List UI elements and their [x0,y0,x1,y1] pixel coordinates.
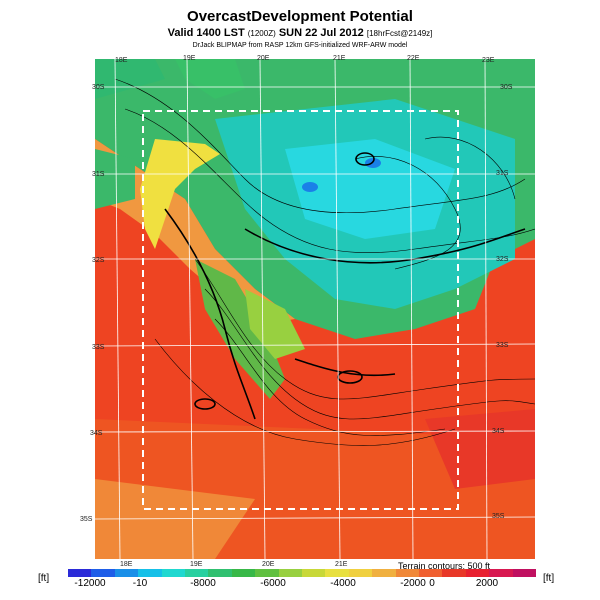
inner-domain-box [142,110,459,510]
map-title: OvercastDevelopment Potential [187,8,413,25]
lon-label-bottom: 19E [190,561,203,568]
colorbar-segment [325,569,350,577]
forecast-date: SUN 22 Jul 2012 [278,27,364,39]
blue-spot [365,158,381,168]
colorbar-label: -10 [132,578,148,589]
lon-label-top: 19E [183,55,196,62]
colorbar-segment [114,569,139,577]
lat-label-right: 31S [496,170,509,177]
lat-label-right: 34S [492,428,505,435]
valid-label: Valid 1400 LST [167,27,245,39]
lat-label-left: 33S [92,344,105,351]
colorbar-segment [465,569,490,577]
nw-green [95,59,165,99]
colorbar-segment [255,569,280,577]
colorbar-segment [185,569,209,577]
colorbar-label: -12000 [74,578,106,589]
coastal-green [95,149,135,209]
latlon-grid [95,59,535,559]
colorbar-segment [278,569,303,577]
cyan-region [285,139,455,239]
colorbar-label: -8000 [190,578,216,589]
lon-label-bottom: 21E [335,561,348,568]
lat-label-right: 30S [500,84,513,91]
colorbar-segment [138,569,163,577]
lon-label-bottom: 20E [262,561,275,568]
lat-label-left: 35S [80,516,93,523]
colorbar-segment [348,569,373,577]
lat-label-left: 34S [90,430,103,437]
colorbar-label: -6000 [260,578,286,589]
valid-time: Valid 1400 LST (1200Z) SUN 22 Jul 2012 [… [0,27,600,39]
green-ridge [195,259,285,399]
unit-right: [ft] [543,573,555,584]
lat-label-left: 32S [92,257,105,264]
colorbar-segment [208,569,233,577]
lon-label-top: 23E [482,57,495,64]
north-green [175,59,245,99]
colorbar-segment [419,569,443,577]
model-credit: DrJack BLIPMAP from RASP 12km GFS-initia… [192,42,408,49]
colorbar [68,569,537,577]
forecast-map [95,59,535,559]
colorbar-segment [68,569,92,577]
lon-label-bottom: 18E [120,561,133,568]
yellow-band [140,139,220,249]
heavy-contours [164,152,526,420]
colorbar-label: 0 [429,578,435,589]
lat-label-right: 35S [492,513,505,520]
colorbar-segment [512,569,537,577]
map-svg [95,59,535,559]
unit-left: [ft] [38,573,50,584]
lon-label-top: 22E [407,55,420,62]
southeast-red [425,409,535,489]
colorbar-segment [231,569,256,577]
colorbar-segment [395,569,420,577]
forecast-info: [18hrFcst@2149z] [366,29,433,38]
colorbar-label: -4000 [330,578,356,589]
colorbar-segment [372,569,397,577]
lon-label-top: 18E [115,57,128,64]
lat-label-left: 31S [92,171,105,178]
colorbar-segment [161,569,186,577]
colorbar-segment [442,569,467,577]
lon-label-top: 21E [333,55,346,62]
colorbar-segment [91,569,116,577]
colorbar-label: 2000 [475,578,499,589]
colorbar-label: -2000 [400,578,426,589]
colorbar-segment [302,569,326,577]
yellow-green-patch [245,289,305,359]
utc-time: (1200Z) [247,29,276,38]
lat-label-left: 30S [92,84,105,91]
lat-label-right: 33S [496,342,509,349]
colorbar-segment [489,569,514,577]
lon-label-top: 20E [257,55,270,62]
lat-label-right: 32S [496,256,509,263]
terrain-note: Terrain contours: 500 ft [398,561,491,571]
blue-spot [302,182,318,192]
